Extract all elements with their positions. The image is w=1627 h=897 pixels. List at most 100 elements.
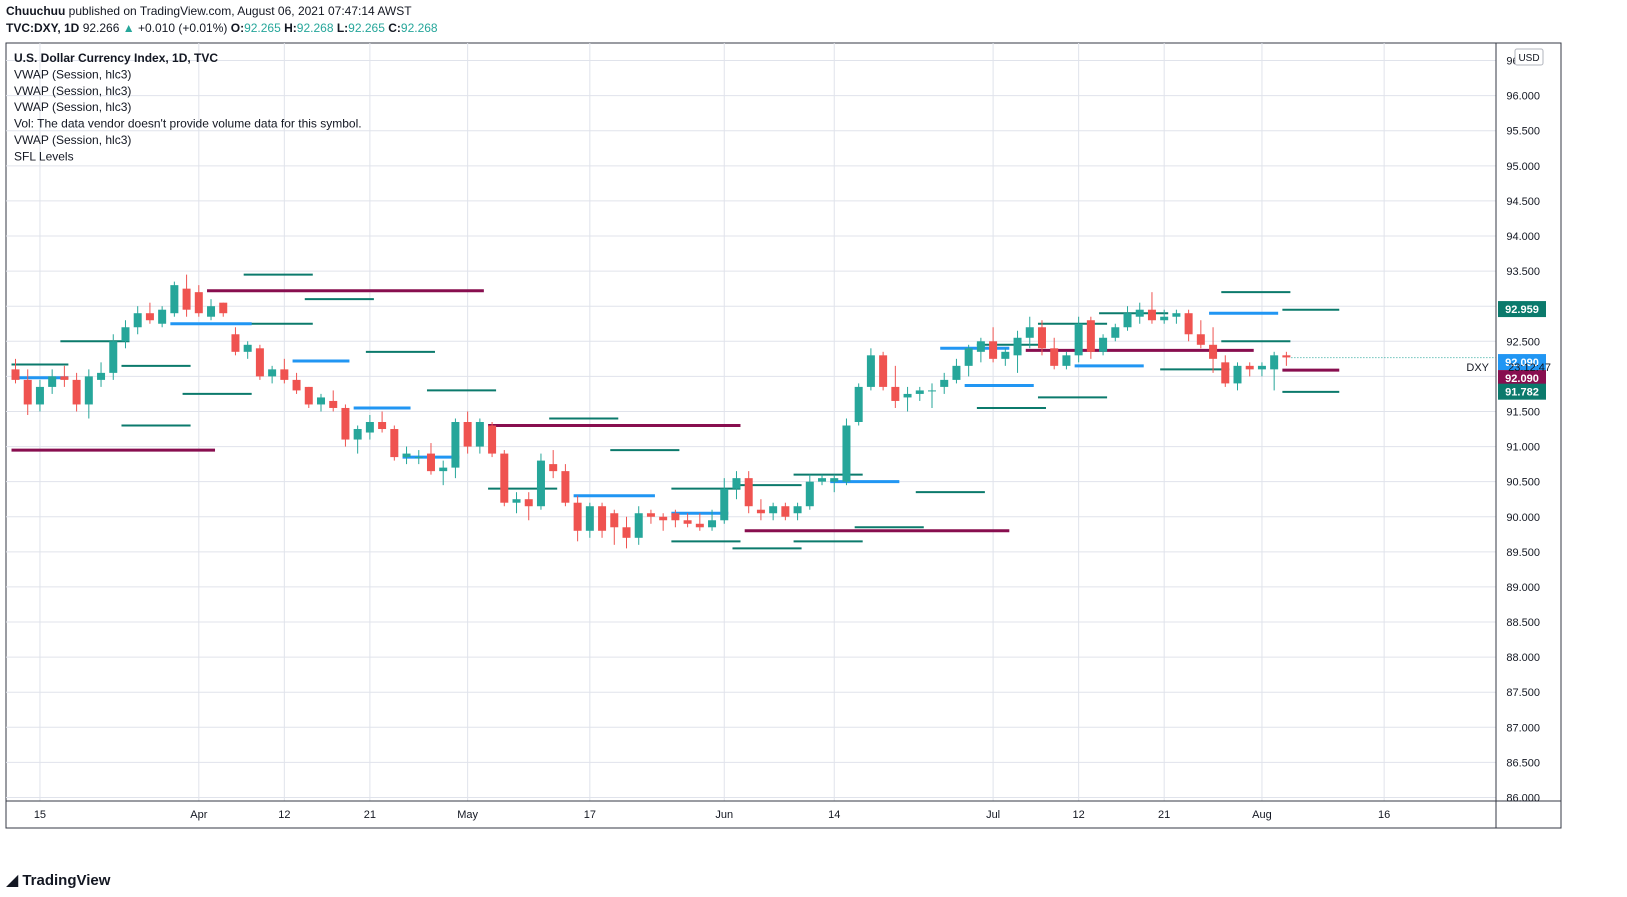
currency-badge-box [1514, 48, 1544, 66]
currency-badge[interactable]: USD [1514, 48, 1544, 66]
candle-down [23, 379, 32, 405]
candle-down [1037, 327, 1046, 349]
candle-down [1282, 355, 1291, 358]
candle-up [158, 309, 167, 324]
price-label-badge [1498, 354, 1546, 371]
time-tick-label: 14 [828, 809, 840, 821]
candle-down [1221, 362, 1230, 384]
symbol-tag: DXY [1466, 362, 1489, 374]
candle-up [402, 453, 411, 458]
candle-down [646, 513, 655, 517]
candle-down [695, 523, 704, 528]
high-value: 92.268 [296, 21, 334, 35]
time-tick-label: 12 [278, 809, 290, 821]
candle-up [952, 365, 961, 380]
candle-up [1001, 351, 1010, 359]
price-tick-label: 89.000 [1506, 582, 1540, 594]
candle-up [805, 481, 814, 507]
candle-up [207, 306, 216, 317]
price-tick-label: 88.500 [1506, 617, 1540, 629]
candle-down [598, 506, 607, 531]
time-tick-label: Jul [986, 809, 1000, 821]
candle-up [84, 376, 93, 405]
price-tick-label: 95.000 [1506, 161, 1540, 173]
candle-down [524, 499, 533, 507]
candle-up [769, 506, 778, 514]
high-label: H: [284, 21, 297, 35]
candle-up [634, 513, 643, 538]
price-tick-label: 89.500 [1506, 547, 1540, 559]
legend-line: Vol: The data vendor doesn't provide vol… [14, 117, 362, 131]
time-tick-label: Apr [190, 809, 207, 821]
time-tick-label: Aug [1252, 809, 1272, 821]
price-label-value: 92.090 [1505, 373, 1539, 385]
candle-up [170, 285, 179, 314]
price-tick-label: 94.500 [1506, 196, 1540, 208]
candle-up [1013, 337, 1022, 356]
brand-name: TradingView [22, 872, 111, 889]
chart-frame [5, 42, 1562, 829]
candle-up [976, 341, 985, 352]
price-tick-label: 93.500 [1506, 266, 1540, 278]
time-axis[interactable]: 15 Apr 12 21 May 17 Jun 14 Jul 12 21 Aug 16 [34, 809, 1390, 821]
candle-up [866, 355, 875, 387]
candle-down [989, 341, 998, 359]
low-value: 92.265 [348, 21, 385, 35]
published-text: published on TradingView.com, August 06,… [68, 4, 412, 18]
candle-down [744, 478, 753, 507]
candle-down [488, 425, 497, 454]
open-value: 92.265 [244, 21, 281, 35]
candle-up [1099, 337, 1108, 352]
candle-up [928, 390, 936, 392]
candle-up [512, 499, 521, 503]
price-tick-label: 95.500 [1506, 126, 1540, 138]
change-up-icon: ▲ [122, 21, 135, 35]
price-labels: 92.959 92.090 92.090 91.782 [1498, 301, 1546, 400]
candle-up [109, 341, 118, 373]
candle-down [219, 302, 228, 314]
candle-down [426, 453, 435, 472]
price-tick-label: 90.000 [1506, 512, 1540, 524]
candle-up [720, 488, 729, 521]
price-tick-label: 90.500 [1506, 477, 1540, 489]
candle-up [1257, 365, 1266, 370]
candle-up [35, 386, 44, 405]
candle-up [451, 422, 460, 468]
candle-down [879, 355, 888, 387]
candle-down [1209, 344, 1218, 359]
candle-down [1147, 309, 1156, 321]
candle-up [536, 460, 545, 507]
grid-lines [6, 43, 1496, 801]
candle-down [292, 379, 301, 391]
time-tick-label: May [457, 809, 478, 821]
symbol-label: TVC:DXY, 1D [6, 21, 80, 35]
footer-brand[interactable]: ◢ TradingView [6, 870, 110, 890]
candle-up [964, 348, 973, 366]
last-price: 92.266 [82, 21, 120, 35]
currency-badge-label: USD [1518, 53, 1539, 64]
candle-up [268, 369, 277, 377]
time-tick-label: 15 [34, 809, 46, 821]
price-label-value: 92.959 [1505, 304, 1539, 316]
time-tick-label: 16 [1378, 809, 1390, 821]
legend-line: VWAP (Session, hlc3) [14, 133, 131, 147]
candle-up [1025, 327, 1034, 338]
candle-down [145, 313, 154, 321]
candle-down [622, 527, 631, 538]
candle-down [1196, 334, 1205, 345]
candle-up [353, 429, 362, 440]
candle-up [1233, 365, 1242, 384]
close-label: C: [388, 21, 401, 35]
candle-down [500, 453, 509, 503]
candles [11, 274, 1291, 549]
price-tick-label: 92.500 [1506, 336, 1540, 348]
low-label: L: [336, 21, 349, 35]
tradingview-logo-icon: ◢ [6, 872, 19, 889]
candle-down [561, 471, 570, 503]
candle-up [243, 344, 252, 352]
candle-down [255, 348, 264, 377]
legend-line: SFL Levels [14, 149, 74, 163]
time-tick-label: Jun [715, 809, 733, 821]
candle-down [60, 376, 69, 380]
